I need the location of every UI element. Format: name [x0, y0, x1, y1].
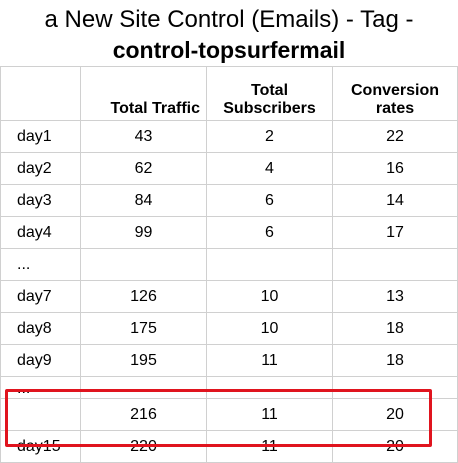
table-row: 216 11 20 — [0, 398, 458, 431]
total-traffic-cell: 195 — [80, 344, 207, 377]
conversion-rate-cell: 14 — [332, 184, 458, 217]
total-subscribers-cell: 6 — [206, 216, 333, 249]
total-subscribers-cell: 10 — [206, 312, 333, 345]
conversion-rate-cell — [332, 248, 458, 281]
row-label: ... — [0, 248, 81, 281]
header-conversion-rates: Conversion rates — [332, 66, 458, 121]
row-label: day4 — [0, 216, 81, 249]
total-traffic-cell: 126 — [80, 280, 207, 313]
total-subscribers-cell — [206, 248, 333, 281]
total-subscribers-cell: 4 — [206, 152, 333, 185]
row-label: day7 — [0, 280, 81, 313]
row-label: day9 — [0, 344, 81, 377]
conversion-rate-cell: 18 — [332, 344, 458, 377]
table-row: day2 62 4 16 — [0, 152, 458, 185]
table-row: day1 43 2 22 — [0, 120, 458, 153]
table-row: day4 99 6 17 — [0, 216, 458, 249]
table-row: day9 195 11 18 — [0, 344, 458, 377]
total-subscribers-cell — [206, 376, 333, 399]
total-traffic-cell: 62 — [80, 152, 207, 185]
total-subscribers-cell: 10 — [206, 280, 333, 313]
table-row: day7 126 10 13 — [0, 280, 458, 313]
total-traffic-cell: 220 — [80, 430, 207, 463]
total-traffic-cell: 84 — [80, 184, 207, 217]
total-subscribers-cell: 11 — [206, 344, 333, 377]
total-traffic-cell — [80, 376, 207, 399]
total-traffic-cell: 216 — [80, 398, 207, 431]
data-table: Total Traffic Total Subscribers Conversi… — [0, 66, 458, 463]
conversion-rate-cell: 18 — [332, 312, 458, 345]
table-row: day3 84 6 14 — [0, 184, 458, 217]
row-label: day8 — [0, 312, 81, 345]
row-label: day1 — [0, 120, 81, 153]
row-label: ... — [0, 376, 81, 399]
conversion-rate-cell: 13 — [332, 280, 458, 313]
total-traffic-cell: 175 — [80, 312, 207, 345]
row-label: day15 — [0, 430, 81, 463]
total-traffic-cell: 43 — [80, 120, 207, 153]
total-traffic-cell: 99 — [80, 216, 207, 249]
header-cell-blank — [0, 66, 81, 121]
chart-subtitle: control-topsurfermail — [112, 37, 346, 63]
total-subscribers-cell: 2 — [206, 120, 333, 153]
conversion-rate-cell: 20 — [332, 430, 458, 463]
total-subscribers-cell: 11 — [206, 430, 333, 463]
conversion-rate-cell: 16 — [332, 152, 458, 185]
chart-title: a New Site Control (Emails) - Tag - — [44, 6, 414, 33]
table-row: day8 175 10 18 — [0, 312, 458, 345]
conversion-rate-cell — [332, 376, 458, 399]
row-label: day3 — [0, 184, 81, 217]
header-row: Total Traffic Total Subscribers Conversi… — [0, 66, 458, 121]
header-total-traffic: Total Traffic — [80, 66, 207, 121]
table-row: day15 220 11 20 — [0, 430, 458, 463]
total-subscribers-cell: 11 — [206, 398, 333, 431]
row-label: day2 — [0, 152, 81, 185]
total-subscribers-cell: 6 — [206, 184, 333, 217]
conversion-rate-cell: 17 — [332, 216, 458, 249]
row-label — [0, 398, 81, 431]
conversion-rate-cell: 20 — [332, 398, 458, 431]
conversion-rate-cell: 22 — [332, 120, 458, 153]
table-row: ... — [0, 376, 458, 399]
total-traffic-cell — [80, 248, 207, 281]
table-row: ... — [0, 248, 458, 281]
header-total-subscribers: Total Subscribers — [206, 66, 333, 121]
